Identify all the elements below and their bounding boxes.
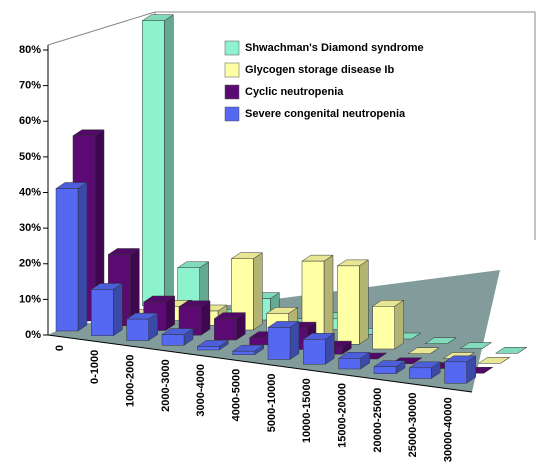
bar-side (77, 182, 88, 332)
x-tick-label: 3000-4000 (195, 364, 207, 417)
x-axis (47, 334, 473, 393)
bar-side (323, 254, 334, 340)
x-tick-label: 0 (54, 345, 66, 351)
legend-swatch (224, 84, 240, 100)
y-tick-label: 80% (19, 44, 41, 56)
bar (409, 367, 432, 379)
bar (232, 350, 255, 355)
legend-label: Cyclic neutropenia (245, 86, 344, 98)
legend-swatch (224, 106, 240, 122)
bar (337, 265, 360, 345)
bar (197, 346, 220, 351)
y-tick-label: 20% (19, 258, 41, 270)
x-tick-label: 1000-2000 (125, 355, 137, 408)
x-tick-label: 10000-15000 (301, 378, 313, 443)
bar (142, 20, 165, 306)
y-tick-label: 0% (25, 329, 41, 341)
bar-side (289, 320, 300, 360)
x-tick-label: 0-1000 (89, 350, 101, 384)
bar (267, 327, 291, 360)
y-tick-label: 10% (19, 293, 41, 305)
x-tick-label: 20000-25000 (372, 388, 384, 453)
bar (338, 358, 361, 370)
y-tick-label: 60% (19, 115, 41, 127)
bar (444, 361, 467, 384)
legend-swatch (224, 62, 240, 78)
x-tick-label: 4000-5000 (231, 369, 243, 422)
bar (372, 306, 395, 350)
legend-label: Glycogen storage disease Ib (245, 64, 394, 76)
legend-swatch (224, 40, 240, 56)
bar-side (164, 14, 174, 307)
y-tick-label: 30% (19, 222, 41, 234)
y-tick-label: 70% (19, 80, 41, 92)
back-wall-frame (47, 11, 536, 240)
bar (55, 188, 79, 332)
bar-top (494, 347, 528, 354)
bar-top (477, 357, 511, 364)
legend-label: Shwachman's Diamond syndrome (245, 42, 424, 54)
bar-side (253, 252, 263, 331)
bar (373, 366, 397, 374)
x-tick-label: 5000-10000 (266, 374, 278, 433)
y-tick-label: 40% (19, 186, 41, 198)
x-tick-label: 25000-30000 (407, 393, 419, 458)
bar (161, 334, 185, 346)
bar (303, 339, 326, 365)
bar (214, 318, 237, 341)
bar-top (459, 342, 493, 349)
bar-top (424, 337, 457, 344)
bar-top (407, 347, 440, 354)
bar (126, 318, 149, 341)
bar-side (394, 299, 404, 350)
x-tick-label: 30000-40000 (443, 397, 455, 462)
x-tick-label: 2000-3000 (160, 359, 172, 412)
bar-side (113, 282, 123, 337)
bar-side (359, 259, 369, 345)
y-tick-label: 50% (19, 151, 41, 163)
bar (91, 289, 114, 336)
x-tick-label: 15000-20000 (337, 383, 349, 448)
legend-label: Severe congenital neutropenia (245, 108, 406, 120)
